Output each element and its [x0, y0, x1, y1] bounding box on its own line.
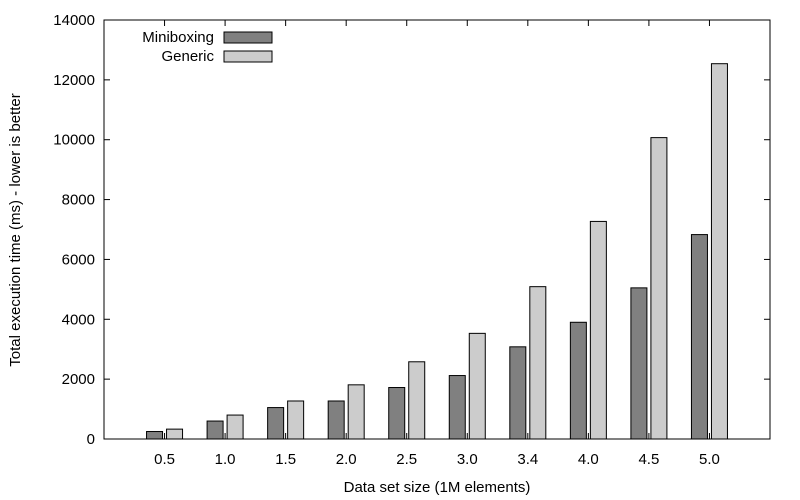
y-tick-label: 0 — [87, 431, 95, 448]
bar-generic — [468, 332, 486, 440]
x-tick-label: 0.5 — [154, 451, 175, 468]
x-tick-label: 1.5 — [275, 451, 296, 468]
y-tick-label: 6000 — [62, 251, 95, 268]
bar-generic — [710, 63, 728, 440]
y-axis-title: Total execution time (ms) - lower is bet… — [7, 93, 24, 366]
y-axis: 0 2000 4000 6000 8000 10000 12000 14000 — [53, 12, 770, 448]
x-tick-label: 4.0 — [578, 451, 599, 468]
bars-layer — [146, 63, 728, 440]
x-axis: 0.5 1.0 1.5 2.0 2.5 3.0 3.4 4.0 4.5 5.0 — [154, 20, 720, 468]
legend-swatch — [223, 50, 273, 63]
bar-generic — [408, 361, 426, 440]
x-tick-label: 5.0 — [699, 451, 720, 468]
x-axis-title: Data set size (1M elements) — [344, 479, 531, 496]
y-tick-label: 10000 — [53, 132, 95, 149]
legend-swatch — [223, 31, 273, 44]
bar-generic — [166, 428, 184, 440]
legend: Miniboxing Generic — [142, 29, 273, 65]
x-tick-label: 2.5 — [396, 451, 417, 468]
x-tick-label: 2.0 — [336, 451, 357, 468]
bar-generic — [347, 384, 365, 440]
bar-miniboxing — [206, 420, 224, 440]
x-tick-label: 1.0 — [215, 451, 236, 468]
bar-miniboxing — [509, 346, 527, 440]
y-tick-label: 2000 — [62, 371, 95, 388]
x-tick-label: 3.0 — [457, 451, 478, 468]
bar-miniboxing — [146, 431, 164, 440]
bar-generic — [650, 137, 668, 440]
bar-miniboxing — [448, 375, 466, 440]
legend-label: Miniboxing — [142, 29, 214, 46]
bar-generic — [529, 286, 547, 440]
bar-miniboxing — [569, 321, 587, 440]
bar-generic — [226, 414, 244, 440]
bar-miniboxing — [630, 287, 648, 440]
y-tick-label: 8000 — [62, 192, 95, 209]
y-tick-label: 12000 — [53, 72, 95, 89]
bar-miniboxing — [327, 400, 345, 440]
bar-generic — [589, 220, 607, 440]
legend-label: Generic — [161, 48, 214, 65]
bar-generic — [287, 400, 305, 440]
y-tick-label: 4000 — [62, 311, 95, 328]
plot-frame — [103, 19, 771, 440]
bar-miniboxing — [388, 387, 406, 440]
bar-miniboxing — [690, 234, 708, 440]
x-tick-label: 3.4 — [517, 451, 538, 468]
y-tick-label: 14000 — [53, 12, 95, 29]
x-tick-label: 4.5 — [638, 451, 659, 468]
bar-miniboxing — [267, 407, 285, 440]
